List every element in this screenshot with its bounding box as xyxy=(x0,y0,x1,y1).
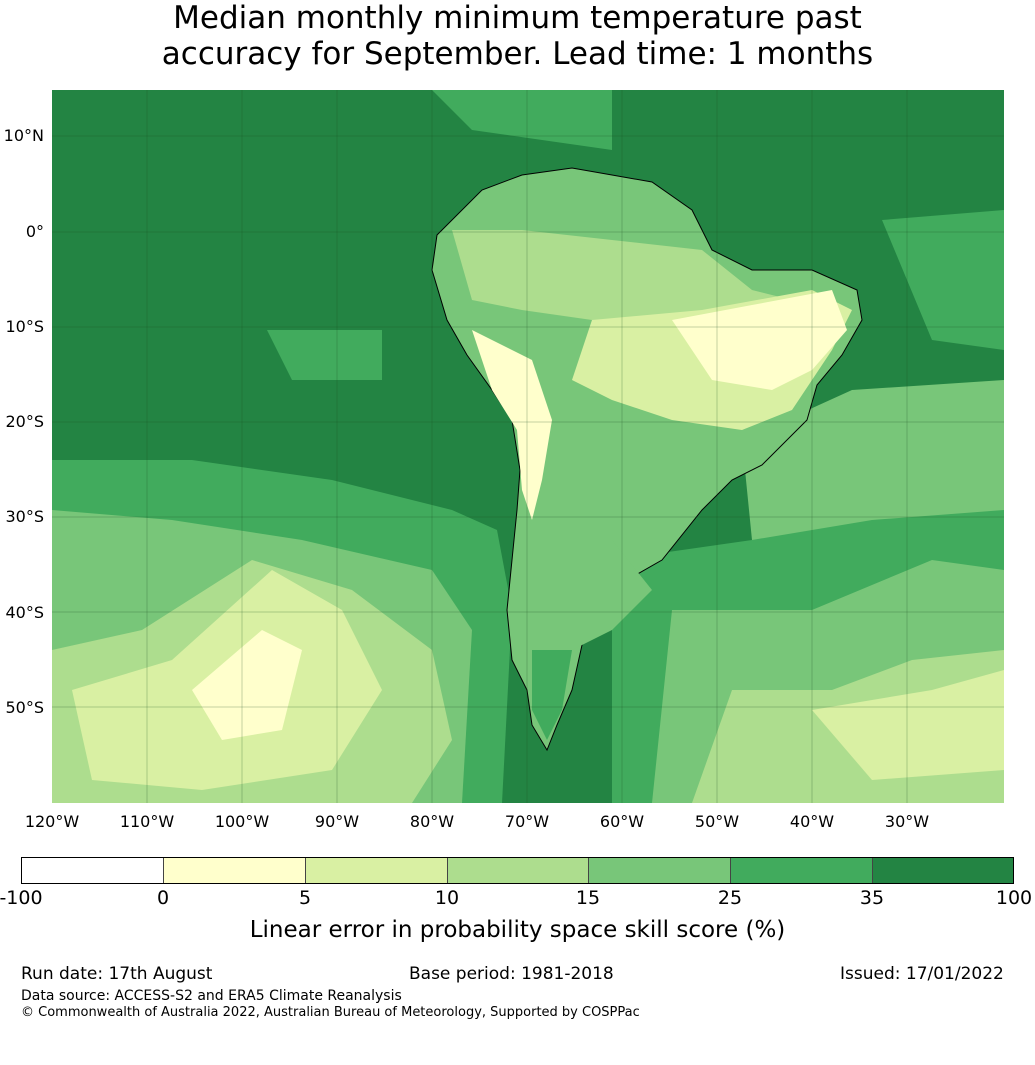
colorbar-segment xyxy=(873,858,1013,883)
colorbar-tick: 25 xyxy=(717,887,743,909)
lat-label-40s: 40°S xyxy=(5,603,44,622)
base-period: Base period: 1981-2018 xyxy=(409,964,614,984)
south-pacific-yellow xyxy=(192,630,302,740)
colorbar-tick: 15 xyxy=(575,887,601,909)
lon-label-50w: 50°W xyxy=(694,812,740,831)
lat-label-0: 0° xyxy=(25,222,44,241)
patagonia-region xyxy=(532,650,572,740)
lon-label-40w: 40°W xyxy=(789,812,835,831)
title-line-1: Median monthly minimum temperature past xyxy=(173,0,862,36)
data-source: Data source: ACCESS-S2 and ERA5 Climate … xyxy=(21,988,402,1004)
colorbar-tick: -100 xyxy=(0,887,43,909)
colorbar-tick: 35 xyxy=(859,887,885,909)
south-atlantic-pale xyxy=(812,670,1004,780)
colorbar-tick: 0 xyxy=(156,887,170,909)
lon-label-60w: 60°W xyxy=(599,812,645,831)
skill-score-map xyxy=(52,90,1004,803)
title-line-2: accuracy for September. Lead time: 1 mon… xyxy=(161,36,874,72)
issued-date: Issued: 17/01/2022 xyxy=(840,964,1004,984)
colorbar-tick: 5 xyxy=(298,887,312,909)
run-date: Run date: 17th August xyxy=(21,964,213,984)
lon-label-110w: 110°W xyxy=(119,812,175,831)
brazil-highlands xyxy=(672,290,847,390)
equatorial-atlantic-patch xyxy=(882,210,1004,350)
lon-label-80w: 80°W xyxy=(409,812,455,831)
map-canvas xyxy=(52,90,1004,803)
andes-high-skill xyxy=(472,330,552,520)
lat-label-10s: 10°S xyxy=(5,317,44,336)
colorbar-segment xyxy=(306,858,448,883)
colorbar-label: Linear error in probability space skill … xyxy=(249,917,786,943)
lon-label-70w: 70°W xyxy=(504,812,550,831)
central-america-patch xyxy=(432,90,612,150)
lat-label-10n: 10°N xyxy=(3,126,44,145)
colorbar-segment xyxy=(731,858,873,883)
lon-label-100w: 100°W xyxy=(214,812,270,831)
colorbar xyxy=(21,857,1014,884)
graticule xyxy=(52,90,1004,803)
colorbar-segment xyxy=(589,858,731,883)
lon-label-120w: 120°W xyxy=(24,812,80,831)
colorbar-segment xyxy=(22,858,164,883)
pampas-region xyxy=(542,540,652,650)
colorbar-segment xyxy=(164,858,306,883)
lat-label-20s: 20°S xyxy=(5,412,44,431)
east-pacific-patch xyxy=(267,330,382,380)
copyright: © Commonwealth of Australia 2022, Austra… xyxy=(21,1005,640,1020)
colorbar-tick: 100 xyxy=(995,887,1033,909)
lat-label-30s: 30°S xyxy=(5,507,44,526)
colorbar-tick: 10 xyxy=(434,887,460,909)
lat-label-50s: 50°S xyxy=(5,698,44,717)
lon-label-30w: 30°W xyxy=(884,812,930,831)
colorbar-segment xyxy=(448,858,589,883)
map-title: Median monthly minimum temperature past … xyxy=(0,0,1035,72)
lon-label-90w: 90°W xyxy=(314,812,360,831)
